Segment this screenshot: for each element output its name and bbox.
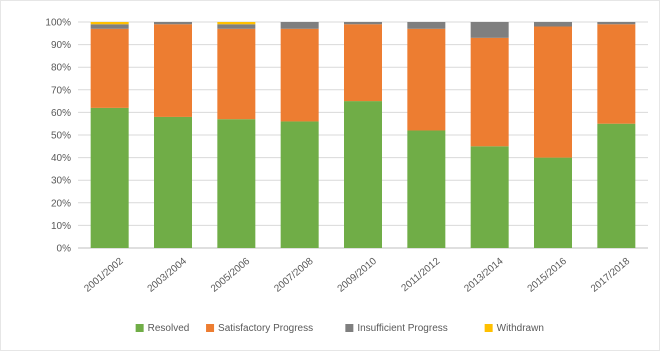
bar-segment [90, 107, 129, 248]
bar-segment [344, 22, 382, 25]
bar-segment [407, 130, 446, 248]
y-tick-label: 90% [51, 40, 71, 51]
bar-segment [470, 146, 509, 248]
bar-segment [90, 28, 129, 108]
y-tick-label: 10% [51, 221, 71, 232]
legend-swatch [135, 324, 144, 332]
legend-label: Satisfactory Progress [218, 323, 313, 334]
y-tick-label: 100% [45, 18, 71, 29]
bar-segment [90, 22, 129, 25]
legend-label: Resolved [148, 323, 190, 334]
bar-segment [597, 24, 636, 124]
y-tick-label: 80% [51, 63, 71, 74]
y-tick-label: 20% [51, 198, 71, 209]
bar-segment [280, 22, 319, 29]
y-tick-label: 40% [51, 153, 71, 164]
y-tick-label: 50% [51, 131, 71, 142]
bar-segment [90, 24, 129, 29]
bar-segment [534, 26, 572, 158]
legend-swatch [206, 324, 215, 332]
bar-segment [154, 24, 192, 117]
bar-segment [534, 22, 572, 27]
bar-segment [470, 22, 509, 38]
bar-segment [597, 22, 636, 25]
y-tick-label: 30% [51, 176, 71, 187]
y-tick-label: 0% [57, 244, 72, 255]
bar-segment [407, 22, 446, 29]
bars [90, 22, 636, 249]
bar-segment [534, 157, 572, 248]
legend-swatch [484, 324, 493, 332]
bar-segment [217, 119, 256, 249]
bar-segment [470, 37, 509, 147]
legend: Resolved Satisfactory Progress Insufficien… [135, 323, 544, 334]
bar-segment [154, 22, 192, 25]
bar-segment [217, 22, 256, 25]
legend-swatch [345, 324, 354, 332]
legend-label: Insufficient Progress [357, 323, 447, 334]
bar-segment [344, 24, 382, 102]
bar-segment [280, 121, 319, 248]
y-axis-ticks: 0% 10% 20% 30% 40% 50% 60% 70% 80% 90% 100% [45, 18, 71, 255]
bar-segment [154, 116, 192, 248]
legend-label: Withdrawn [497, 323, 544, 334]
bar-segment [344, 101, 382, 248]
bar-segment [597, 123, 636, 248]
bar-segment [280, 28, 319, 122]
bar-segment [217, 24, 256, 29]
bar-segment [407, 28, 446, 131]
y-tick-label: 60% [51, 108, 71, 119]
y-tick-label: 70% [51, 85, 71, 96]
bar-segment [217, 28, 256, 120]
